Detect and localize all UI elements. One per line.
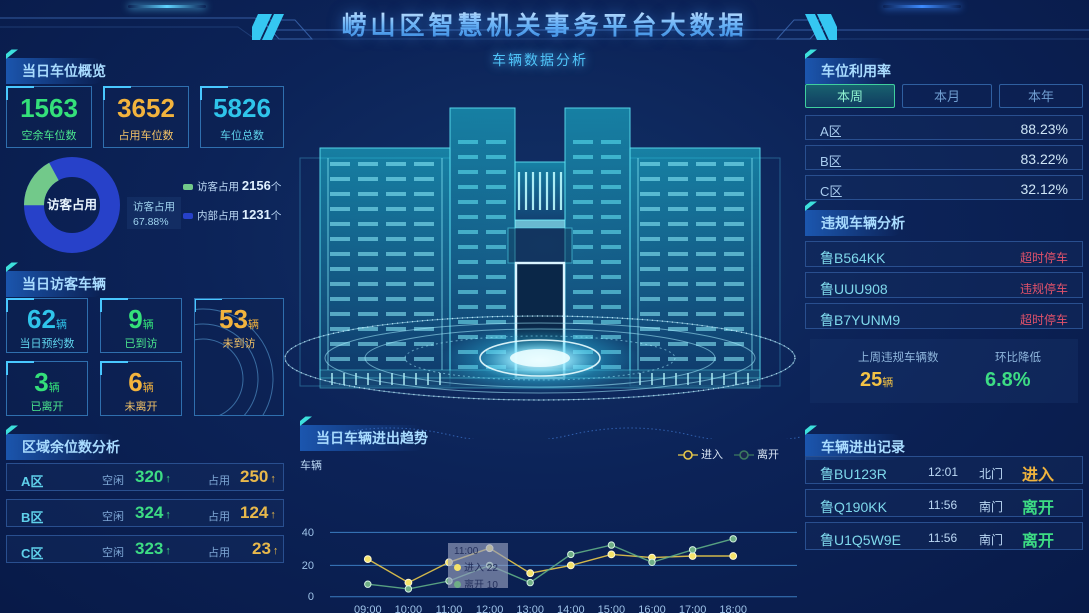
svg-text:15:00: 15:00 <box>598 604 626 613</box>
svg-text:20: 20 <box>302 560 314 572</box>
svg-text:11:00: 11:00 <box>436 604 463 613</box>
svg-text:0: 0 <box>308 591 314 603</box>
svg-text:40: 40 <box>302 527 314 539</box>
svg-text:14:00: 14:00 <box>557 604 585 613</box>
svg-text:13:00: 13:00 <box>516 604 544 613</box>
svg-text:16:00: 16:00 <box>638 604 666 613</box>
svg-text:09:00: 09:00 <box>354 604 382 613</box>
svg-text:10:00: 10:00 <box>395 604 423 613</box>
svg-text:17:00: 17:00 <box>679 604 707 613</box>
svg-text:18:00: 18:00 <box>719 604 747 613</box>
svg-text:访客占用: 访客占用 <box>47 197 97 212</box>
svg-text:12:00: 12:00 <box>476 604 504 613</box>
